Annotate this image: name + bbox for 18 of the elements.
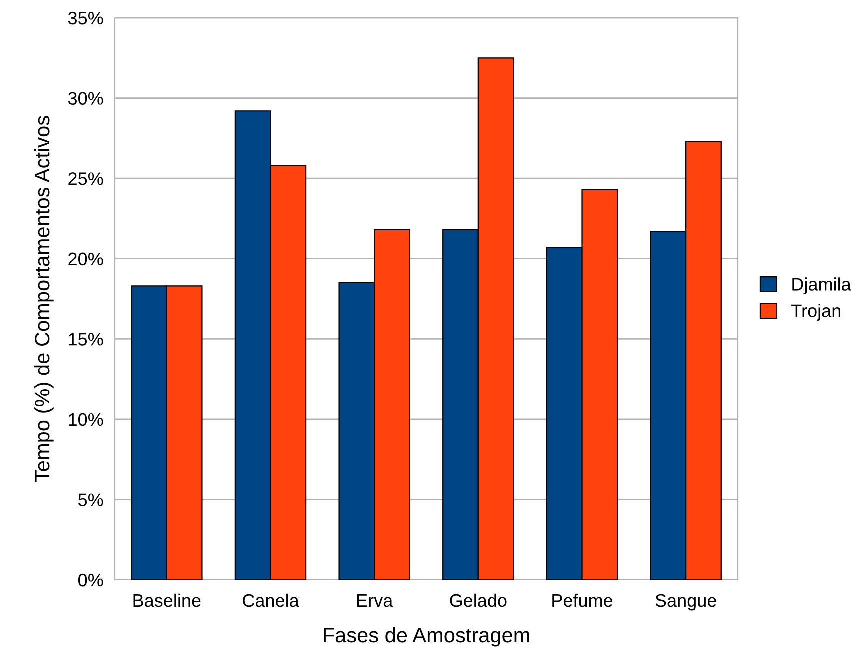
y-tick-label: 15% (69, 333, 104, 346)
legend-label: Djamila (792, 278, 852, 294)
y-tick-label: 20% (68, 252, 104, 266)
x-tick-label: Sangue (656, 594, 716, 611)
y-tick-label: 30% (68, 92, 104, 106)
x-tick-label: Erva (358, 594, 394, 608)
y-tick-label: 0% (78, 574, 104, 587)
x-tick-label: Pefume (552, 594, 613, 608)
legend-label: Trojan (792, 304, 841, 321)
y-axis-title: Tempo (%) de Comportamentos Activos (34, 116, 54, 482)
x-axis-title: Fases de Amostragem (324, 627, 530, 647)
y-tick-label: 35% (68, 12, 104, 25)
y-tick-label: 10% (69, 413, 104, 426)
x-tick-label: Baseline (134, 594, 201, 608)
x-tick-label: Gelado (450, 594, 507, 608)
y-tick-label: 5% (78, 494, 104, 506)
x-tick-label: Canela (243, 594, 300, 608)
y-tick-label: 25% (68, 172, 104, 186)
